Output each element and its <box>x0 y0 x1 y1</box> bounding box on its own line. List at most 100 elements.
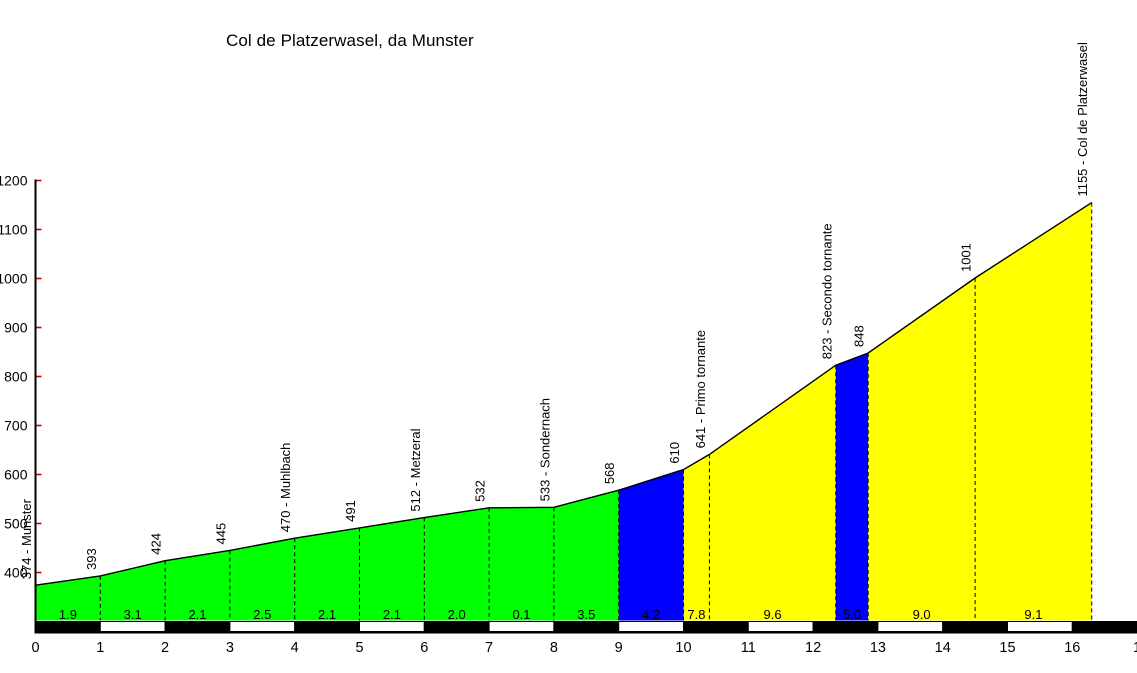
km-bar-block <box>812 621 879 632</box>
segment-gradient-label: 1.9 <box>59 607 77 622</box>
kilometre-bar <box>35 621 1137 632</box>
km-bar-block <box>294 621 361 632</box>
x-axis-tick-label: 7 <box>485 640 493 656</box>
x-axis-tick-label: 11 <box>741 640 756 656</box>
elevation-point-label: 610 <box>667 442 682 464</box>
km-bar-block <box>164 621 231 632</box>
profile-line <box>35 201 1093 586</box>
km-bar-block <box>99 621 166 632</box>
segment-gradient-label: 4.2 <box>642 607 660 622</box>
segment-gradient-label: 9.0 <box>913 607 931 622</box>
km-bar-block <box>942 621 1009 632</box>
y-axis-tick-label: 500 <box>4 516 28 532</box>
elevation-point-label: 533 - Sondernach <box>537 398 552 501</box>
profile-segment <box>424 507 490 621</box>
segment-gradient-label: 2.1 <box>318 607 336 622</box>
y-axis-tick-label: 400 <box>4 565 28 581</box>
km-bar-block <box>488 621 555 632</box>
profile-segment <box>359 517 425 621</box>
profile-segment <box>165 550 230 621</box>
gradient-labels: 1.9 3.1 2.1 2.5 2.1 2.1 2.0 0.1 3.5 4.2 7.8 9.6 5.0 9… <box>59 607 1043 622</box>
elevation-point-label: 1001 <box>959 243 974 272</box>
elevation-point-label: 532 <box>473 480 488 502</box>
segment-gradient-label: 3.1 <box>124 607 142 622</box>
segment-dividers <box>99 202 1093 621</box>
x-axis-tick-label: 5 <box>355 640 363 656</box>
elevation-point-label: 568 <box>602 462 617 484</box>
elevation-point-label: 445 <box>213 523 228 545</box>
elevation-point-labels: 374 - Munster 393 424 445 470 - Muhlbach 491 5… <box>19 42 1090 579</box>
profile-segment <box>835 352 869 621</box>
km-bar-block <box>35 621 101 632</box>
km-bar-block <box>359 621 425 632</box>
elevation-point-label: 393 <box>84 548 99 570</box>
chart-title: Col de Platzerwasel, da Munster <box>226 31 474 50</box>
profile-segment <box>294 527 360 621</box>
x-axis-tick-label: 4 <box>291 640 299 656</box>
x-axis-tick-label: 6 <box>420 640 428 656</box>
x-axis-tick-label: 10 <box>675 640 691 656</box>
segment-gradient-label: 9.1 <box>1024 607 1042 622</box>
elevation-point-label: 470 - Muhlbach <box>278 443 293 533</box>
segment-gradient-label: 0.1 <box>512 607 530 622</box>
y-axis-tick-label: 600 <box>4 467 28 483</box>
elevation-point-label: 823 - Secondo tornante <box>819 223 834 359</box>
profile-segment <box>553 490 619 621</box>
y-axis-tick-label: 700 <box>4 418 28 434</box>
y-axis-tick-label: 1100 <box>0 222 28 238</box>
segment-gradient-label: 2.1 <box>383 607 401 622</box>
profile-segment <box>618 469 684 621</box>
x-axis-tick-label: 9 <box>615 640 623 656</box>
x-axis-tick-label: 12 <box>805 640 821 656</box>
x-axis-tick-label: 3 <box>226 640 234 656</box>
x-axis-tick-label: 8 <box>550 640 558 656</box>
profile-segment <box>489 507 554 621</box>
x-axis-tick-label: 1 <box>96 640 104 656</box>
x-axis-tick-label: 13 <box>870 640 886 656</box>
elevation-point-label: 491 <box>343 500 358 522</box>
segment-gradient-label: 7.8 <box>687 607 705 622</box>
km-bar-block <box>1071 621 1137 632</box>
y-axis-tick-label: 800 <box>4 369 28 385</box>
elevation-point-label: 848 <box>852 325 867 347</box>
elevation-point-label: 424 <box>149 533 164 555</box>
km-bar-block <box>618 621 685 632</box>
x-axis-tick-label: 1 <box>1133 640 1137 656</box>
y-axis: 400 500 600 700 800 900 1000 1100 1200 <box>0 173 42 633</box>
km-bar-block <box>229 621 296 632</box>
segment-gradient-label: 5.0 <box>843 607 861 622</box>
profile-segment <box>100 560 166 621</box>
y-axis-tick-label: 900 <box>4 320 28 336</box>
x-axis-tick-label: 14 <box>935 640 951 656</box>
profile-outline <box>35 201 1093 586</box>
elevation-point-label: 374 - Munster <box>19 498 34 579</box>
profile-segment <box>975 202 1092 621</box>
segment-gradient-label: 2.0 <box>448 607 466 622</box>
profile-segment <box>868 278 976 621</box>
segment-gradient-label: 3.5 <box>577 607 595 622</box>
km-bar-block <box>1007 621 1073 632</box>
profile-segment <box>229 538 295 621</box>
x-axis-tick-label: 15 <box>999 640 1015 656</box>
profile-segment <box>709 365 836 621</box>
y-axis-tick-label: 1200 <box>0 173 28 189</box>
km-bar-block <box>683 621 749 632</box>
km-bar-block <box>553 621 620 632</box>
segment-gradient-label: 2.5 <box>253 607 271 622</box>
km-bar-block <box>423 621 490 632</box>
profile-segment <box>35 575 101 621</box>
y-axis-tick-label: 1000 <box>0 271 28 287</box>
x-axis-tick-label: 16 <box>1064 640 1080 656</box>
km-bar-block <box>877 621 944 632</box>
x-axis-tick-label: 0 <box>31 640 39 656</box>
elevation-point-label: 512 - Metzeral <box>408 428 423 511</box>
elevation-point-label: 1155 - Col de Platzerwasel <box>1075 42 1090 197</box>
elevation-point-label: 641 - Primo tornante <box>693 330 708 449</box>
segment-gradient-label: 2.1 <box>188 607 206 622</box>
km-bar-block <box>747 621 814 632</box>
profile-segment <box>683 454 710 621</box>
segment-fills <box>35 202 1092 621</box>
